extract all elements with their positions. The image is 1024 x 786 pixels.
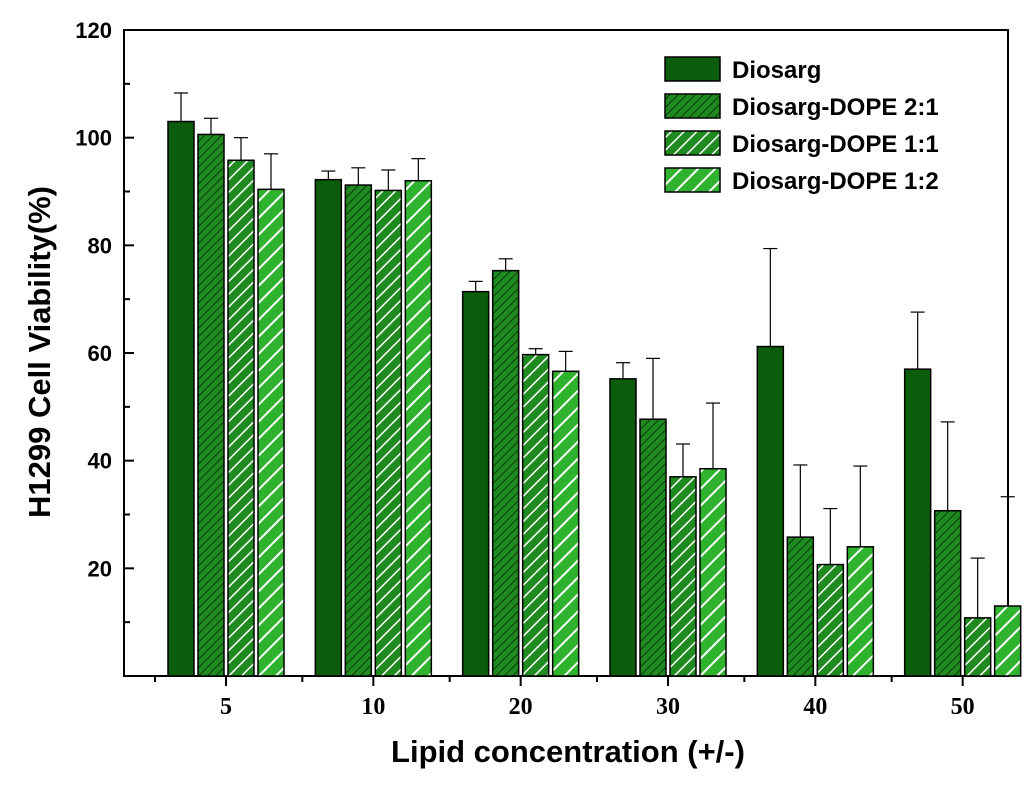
bar: [699, 467, 727, 677]
legend-swatch: [664, 167, 721, 193]
bar: [963, 617, 992, 677]
bar: [257, 188, 285, 677]
bar: [374, 189, 403, 677]
y-axis-title: H1299 Cell Viability(%): [22, 186, 57, 518]
legend-label: Diosarg: [732, 57, 821, 84]
y-tick-label: 40: [88, 449, 112, 474]
x-tick-label: 40: [803, 694, 827, 720]
bar: [227, 159, 255, 677]
bar: [786, 536, 815, 677]
bar: [669, 476, 697, 677]
bar: [846, 546, 875, 677]
bar: [639, 418, 667, 677]
legend-label: Diosarg-DOPE 2:1: [732, 94, 939, 121]
bar: [933, 509, 962, 677]
y-tick-label: 120: [75, 18, 112, 43]
bar: [756, 345, 785, 677]
bar: [903, 368, 932, 677]
bar: [993, 605, 1022, 677]
y-tick-label: 20: [88, 556, 112, 581]
bar: [197, 133, 225, 677]
x-tick-label: 30: [656, 694, 680, 720]
bar: [521, 353, 550, 677]
x-axis: 5 10 20 30 40 50: [154, 676, 975, 720]
y-tick-label: 60: [88, 341, 112, 366]
x-tick-label: 50: [951, 694, 975, 720]
legend-swatch: [664, 130, 721, 156]
bar: [609, 378, 637, 677]
x-axis-title: Lipid concentration (+/-): [391, 734, 745, 769]
x-tick-label: 10: [361, 694, 385, 720]
bar: [404, 179, 433, 677]
x-tick-label: 20: [509, 694, 533, 720]
bar: [461, 290, 490, 677]
legend-label: Diosarg-DOPE 1:2: [732, 168, 939, 195]
bar: [314, 178, 343, 677]
bar: [167, 120, 195, 677]
y-axis: 20 40 60 80 100 120: [75, 18, 134, 624]
bar: [491, 269, 520, 677]
bar: [816, 563, 845, 677]
legend-label: Diosarg-DOPE 1:1: [732, 131, 939, 158]
legend-swatch: [664, 93, 721, 119]
legend: Diosarg Diosarg-DOPE 2:1 Diosarg-DOPE 1:1 D…: [664, 56, 939, 195]
legend-swatch: [664, 56, 721, 82]
bars-group: [167, 92, 1022, 677]
bar: [344, 184, 373, 677]
bar: [551, 370, 580, 677]
y-tick-label: 100: [75, 126, 112, 151]
x-tick-label: 5: [220, 694, 232, 720]
y-tick-label: 80: [88, 233, 112, 258]
